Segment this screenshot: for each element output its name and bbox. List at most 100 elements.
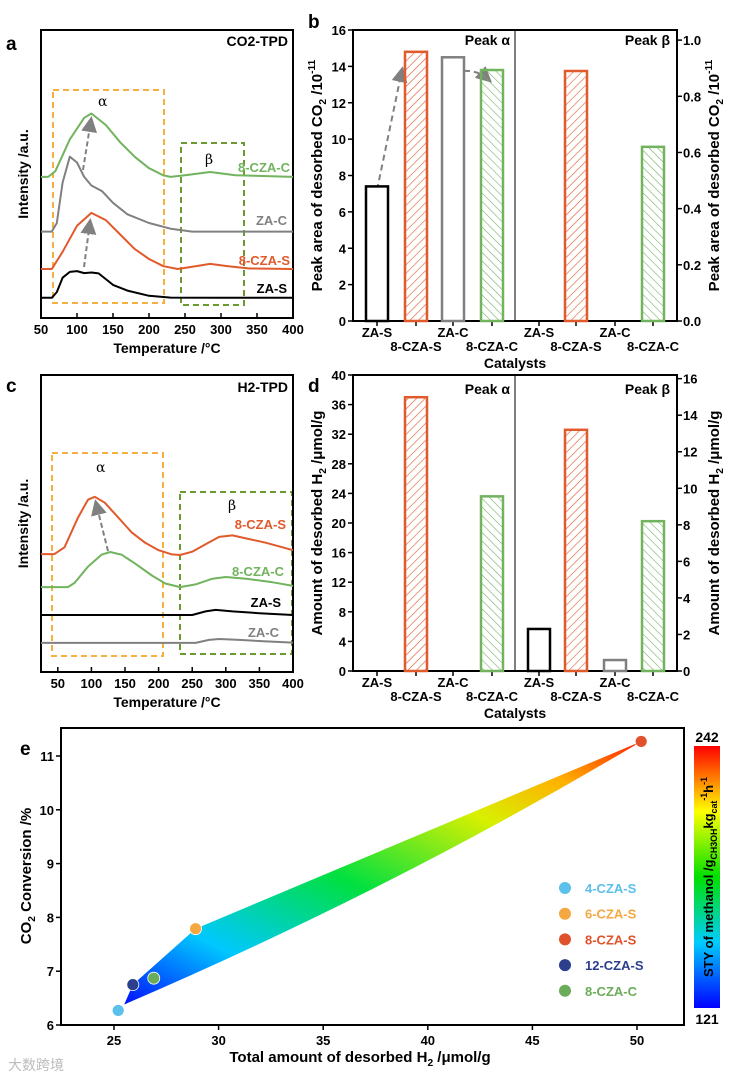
x-tick-label: 45	[525, 1033, 539, 1048]
series-line-8-cza-s	[41, 495, 294, 556]
y-tick-label: 8	[339, 169, 346, 184]
bar-peak-8-cza-s	[403, 50, 429, 323]
x-tick-label: 200	[138, 322, 160, 337]
y-right-tick-label: 0.4	[683, 202, 702, 217]
beta-label: β	[228, 498, 236, 514]
y-tick-label: 0	[339, 314, 346, 329]
colorbar-title: STY of methanol /gCH3OHkgcat-1h-1	[699, 777, 719, 977]
x-tick-label: 150	[114, 676, 136, 691]
x-tick-label: 300	[210, 322, 232, 337]
sty-gradient-area	[124, 741, 642, 1005]
shift-arrow	[91, 499, 109, 552]
y-tick-label: 20	[332, 516, 346, 531]
bar-peak-8-cza-c	[640, 145, 666, 323]
plot-frame	[40, 374, 294, 673]
y-axis-title: Peak area of desorbed CO2 /10-11	[307, 59, 329, 291]
y-tick-label: 9	[47, 857, 54, 872]
bar-peak-za-s	[526, 627, 552, 673]
y-right-axis-title: Amount of desorbed H2 /μmol/g	[706, 411, 726, 636]
x-tick-label: 8-CZA-S	[390, 689, 442, 704]
y-right-tick-label: 10	[683, 481, 697, 496]
y-tick-label: 0	[339, 664, 346, 679]
x-tick-label: 350	[246, 322, 268, 337]
y-tick-label: 24	[332, 486, 347, 501]
data-point-4-cza-s	[111, 1004, 125, 1017]
y-right-tick-label: 0	[683, 664, 690, 679]
y-axis-title: CO2 Conversion /%	[18, 808, 38, 945]
y-tick-label: 28	[332, 457, 346, 472]
y-tick-label: 40	[332, 368, 346, 383]
series-label: ZA-S	[251, 595, 282, 610]
peak-beta-label: Peak β	[625, 381, 671, 397]
y-right-tick-label: 6	[683, 554, 690, 569]
panel-d: Peak α Peak β	[465, 381, 671, 397]
y-right-tick-label: 16	[683, 372, 697, 387]
x-tick-label: 250	[181, 676, 203, 691]
x-tick-label: 50	[630, 1033, 644, 1048]
beta-region-box	[180, 142, 245, 306]
y-tick-label: 7	[47, 964, 54, 979]
series-line-8-cza-s	[41, 211, 294, 270]
h2-tpd-title: H2-TPD	[237, 379, 288, 395]
y-tick-label: 11	[40, 749, 54, 764]
x-tick-label: 8-CZA-S	[550, 339, 602, 354]
y-tick-label: 4	[339, 634, 347, 649]
x-axis-title: Catalysts	[484, 355, 546, 371]
alpha-label: α	[96, 460, 106, 476]
series-line-8-cza-c	[41, 551, 294, 589]
x-tick-label: 350	[249, 676, 271, 691]
panel-a: α β CO2-TPD	[52, 33, 288, 306]
shift-arrow	[81, 116, 98, 171]
x-axis-title: Temperature /°C	[113, 694, 220, 710]
y-right-tick-label: 1.0	[683, 33, 701, 48]
colorbar	[694, 746, 720, 1008]
y-right-tick-label: 12	[683, 445, 697, 460]
y-tick-label: 2	[339, 278, 346, 293]
y-right-tick-label: 8	[683, 518, 690, 533]
panel-label-d: d	[308, 376, 320, 397]
legend-label: 6-CZA-S	[585, 907, 637, 922]
y-right-tick-label: 0.2	[683, 258, 701, 273]
y-axis-title: Intensity /a.u.	[15, 129, 31, 218]
x-tick-label: 400	[282, 322, 304, 337]
plot-frame	[60, 727, 685, 1026]
series-line-za-s	[41, 270, 293, 299]
data-point-8-cza-c	[147, 971, 161, 985]
y-right-tick-label: 4	[683, 591, 691, 606]
x-tick-label: 8-CZA-S	[390, 339, 442, 354]
x-tick-label: 8-CZA-C	[627, 339, 680, 354]
watermark: 大数跨境	[8, 1057, 64, 1073]
series-label: 8-CZA-C	[238, 160, 291, 175]
x-tick-label: 8-CZA-C	[466, 339, 519, 354]
legend-label: 8-CZA-C	[585, 984, 638, 999]
x-tick-label: 40	[421, 1033, 435, 1048]
y-right-tick-label: 0.0	[683, 314, 701, 329]
x-tick-label: ZA-S	[362, 325, 393, 340]
series-label: ZA-C	[256, 213, 288, 228]
x-axis-title: Temperature /°C	[113, 340, 220, 356]
y-tick-label: 16	[332, 23, 346, 38]
panel-b: Peak α Peak β	[376, 32, 671, 191]
y-tick-label: 6	[47, 1018, 54, 1033]
legend-label: 4-CZA-S	[585, 881, 637, 896]
y-tick-label: 12	[332, 575, 346, 590]
x-tick-label: ZA-C	[437, 675, 469, 690]
x-tick-label: 200	[148, 676, 170, 691]
x-tick-label: ZA-C	[437, 325, 469, 340]
series-line-8-cza-c	[41, 112, 294, 178]
y-tick-label: 8	[339, 605, 346, 620]
series-line-za-c	[41, 155, 293, 233]
x-axis-title: Total amount of desorbed H2 /μmol/g	[229, 1049, 490, 1069]
peak-alpha-label: Peak α	[465, 381, 511, 397]
bar-peak-za-c	[440, 56, 466, 323]
legend-marker	[559, 882, 571, 894]
x-tick-label: 35	[316, 1033, 330, 1048]
alpha-region-box	[51, 452, 164, 657]
peak-beta-label: Peak β	[625, 32, 671, 48]
x-tick-label: 50	[51, 676, 65, 691]
bar-peak-8-cza-s	[563, 428, 589, 673]
data-point-8-cza-s	[634, 735, 648, 748]
alpha-region-box	[52, 89, 165, 304]
panel-label-b: b	[308, 12, 320, 33]
